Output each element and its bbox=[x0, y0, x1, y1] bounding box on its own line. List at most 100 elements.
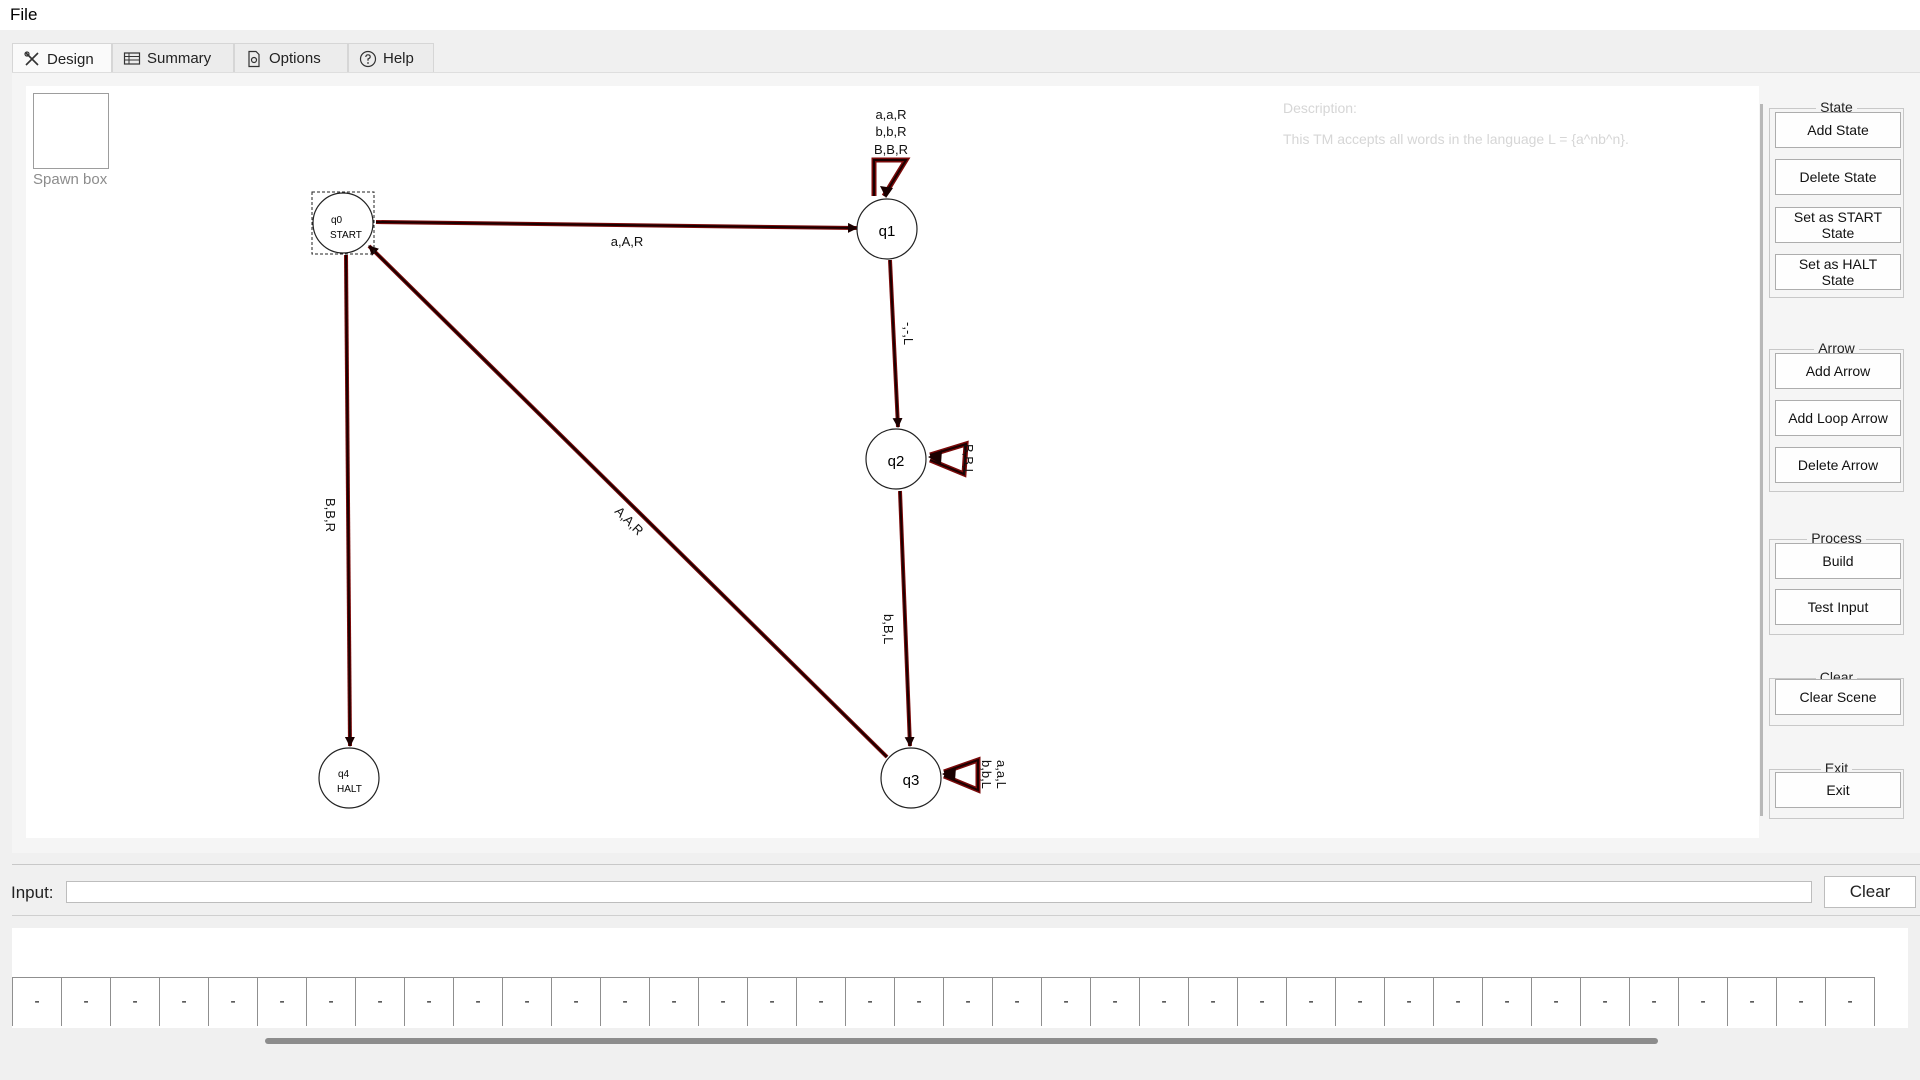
loop-arrow-q2[interactable] bbox=[928, 440, 969, 478]
tape-cell: - bbox=[1483, 978, 1532, 1026]
label-q1-q2: -,-,L bbox=[901, 322, 916, 345]
state-q0-sublabel: START bbox=[330, 230, 362, 241]
tape-cell: - bbox=[356, 978, 405, 1026]
tape-cell: - bbox=[1532, 978, 1581, 1026]
tab-options[interactable]: Options bbox=[234, 43, 348, 73]
tab-label: Design bbox=[47, 50, 94, 68]
loop-label-q1-line1: a,a,R bbox=[875, 107, 906, 122]
clear-input-button[interactable]: Clear bbox=[1824, 876, 1916, 908]
loop-arrow-q1[interactable] bbox=[871, 157, 911, 198]
tape-cell: - bbox=[552, 978, 601, 1026]
tape-cell: - bbox=[1630, 978, 1679, 1026]
file-menu[interactable]: File bbox=[10, 5, 38, 24]
description-title: Description: bbox=[1283, 100, 1357, 116]
tape-cell: - bbox=[1091, 978, 1140, 1026]
set-start-state-button[interactable]: Set as START State bbox=[1775, 207, 1901, 243]
add-state-button[interactable]: Add State bbox=[1775, 112, 1901, 148]
tape-cell: - bbox=[258, 978, 307, 1026]
tape-cell: - bbox=[1581, 978, 1630, 1026]
input-label: Input: bbox=[11, 883, 54, 902]
tape-separator bbox=[12, 915, 1920, 916]
loop-label-q1-line3: B,B,R bbox=[874, 142, 908, 157]
spawn-box[interactable] bbox=[33, 93, 109, 169]
exit-button[interactable]: Exit bbox=[1775, 772, 1901, 808]
tape-cell: - bbox=[1140, 978, 1189, 1026]
tape-scrollbar[interactable] bbox=[265, 1038, 1658, 1044]
tape-cell: - bbox=[209, 978, 258, 1026]
test-input-button[interactable]: Test Input bbox=[1775, 589, 1901, 625]
tape-cell: - bbox=[503, 978, 552, 1026]
tape-cell: - bbox=[454, 978, 503, 1026]
arrow-q2-q3[interactable] bbox=[898, 490, 915, 747]
tools-icon bbox=[24, 51, 39, 66]
state-group-title: State bbox=[1816, 99, 1857, 115]
state-group: State bbox=[1769, 99, 1904, 298]
tape-cell: - bbox=[895, 978, 944, 1026]
table-icon bbox=[123, 51, 141, 65]
state-q4-sublabel: HALT bbox=[337, 784, 362, 795]
arrow-q1-q2[interactable] bbox=[888, 259, 903, 428]
tab-label: Help bbox=[383, 50, 414, 67]
tape-cell: - bbox=[944, 978, 993, 1026]
tape-cell: - bbox=[1728, 978, 1777, 1026]
arrow-group: Arrow bbox=[1769, 340, 1904, 492]
tape-cell: - bbox=[1777, 978, 1826, 1026]
state-q0[interactable]: q0 START bbox=[311, 191, 375, 255]
state-q4-label: q4 bbox=[338, 769, 350, 780]
set-halt-state-button[interactable]: Set as HALT State bbox=[1775, 254, 1901, 290]
label-q3-loop-line2: b,b,L bbox=[979, 760, 994, 789]
input-field[interactable] bbox=[66, 881, 1812, 903]
tape-cell: - bbox=[1385, 978, 1434, 1026]
tab-label: Options bbox=[269, 50, 321, 67]
panel-separator bbox=[12, 864, 1920, 865]
menu-bar: File bbox=[0, 0, 1920, 30]
tape-cell: - bbox=[650, 978, 699, 1026]
tape-cell: - bbox=[111, 978, 160, 1026]
add-loop-arrow-button[interactable]: Add Loop Arrow bbox=[1775, 400, 1901, 436]
tab-summary[interactable]: Summary bbox=[112, 43, 234, 73]
tape-cell: - bbox=[405, 978, 454, 1026]
process-group: Process bbox=[1769, 530, 1904, 635]
delete-arrow-button[interactable]: Delete Arrow bbox=[1775, 447, 1901, 483]
state-q1[interactable]: q1 bbox=[856, 198, 918, 260]
loop-label-q1-line2: b,b,R bbox=[875, 124, 906, 139]
clear-scene-button[interactable]: Clear Scene bbox=[1775, 679, 1901, 715]
tape-cell: - bbox=[1189, 978, 1238, 1026]
state-q2-label: q2 bbox=[888, 453, 905, 470]
tape-cell: - bbox=[993, 978, 1042, 1026]
tape-cell: - bbox=[13, 978, 62, 1026]
delete-state-button[interactable]: Delete State bbox=[1775, 159, 1901, 195]
label-q3-loop-line1: a,a,L bbox=[994, 760, 1009, 789]
label-q0-q1: a,A,R bbox=[611, 234, 644, 249]
label-q2-loop: B,B,L bbox=[961, 444, 976, 476]
process-group-title: Process bbox=[1807, 530, 1866, 546]
state-q3-label: q3 bbox=[903, 772, 920, 789]
tab-design[interactable]: Design bbox=[12, 43, 112, 74]
arrow-q0-q4[interactable] bbox=[344, 254, 355, 747]
build-button[interactable]: Build bbox=[1775, 543, 1901, 579]
arrow-q3-q0[interactable] bbox=[367, 244, 889, 759]
tape-cell: - bbox=[160, 978, 209, 1026]
tape-cell: - bbox=[62, 978, 111, 1026]
help-circle-icon bbox=[359, 50, 377, 67]
tape-cell: - bbox=[1679, 978, 1728, 1026]
loop-arrow-q3[interactable] bbox=[942, 756, 981, 794]
tape-cell: - bbox=[797, 978, 846, 1026]
spawn-box-label: Spawn box bbox=[33, 171, 108, 188]
state-q2[interactable]: q2 bbox=[865, 428, 927, 490]
state-q0-label: q0 bbox=[331, 215, 343, 226]
state-q3[interactable]: q3 bbox=[880, 747, 942, 809]
tape-cell: - bbox=[846, 978, 895, 1026]
tab-help[interactable]: Help bbox=[348, 43, 434, 73]
add-arrow-button[interactable]: Add Arrow bbox=[1775, 353, 1901, 389]
label-q2-q3: b,B,L bbox=[881, 614, 896, 644]
state-q4[interactable]: q4 HALT bbox=[318, 747, 380, 809]
label-q0-q4: B,B,R bbox=[323, 498, 338, 532]
tape-cell: - bbox=[748, 978, 797, 1026]
tape-cell: - bbox=[1434, 978, 1483, 1026]
tape-cell: - bbox=[1238, 978, 1287, 1026]
tape-cell: - bbox=[601, 978, 650, 1026]
description-text: This TM accepts all words in the languag… bbox=[1283, 131, 1629, 147]
arrow-q0-q1[interactable] bbox=[375, 220, 858, 233]
